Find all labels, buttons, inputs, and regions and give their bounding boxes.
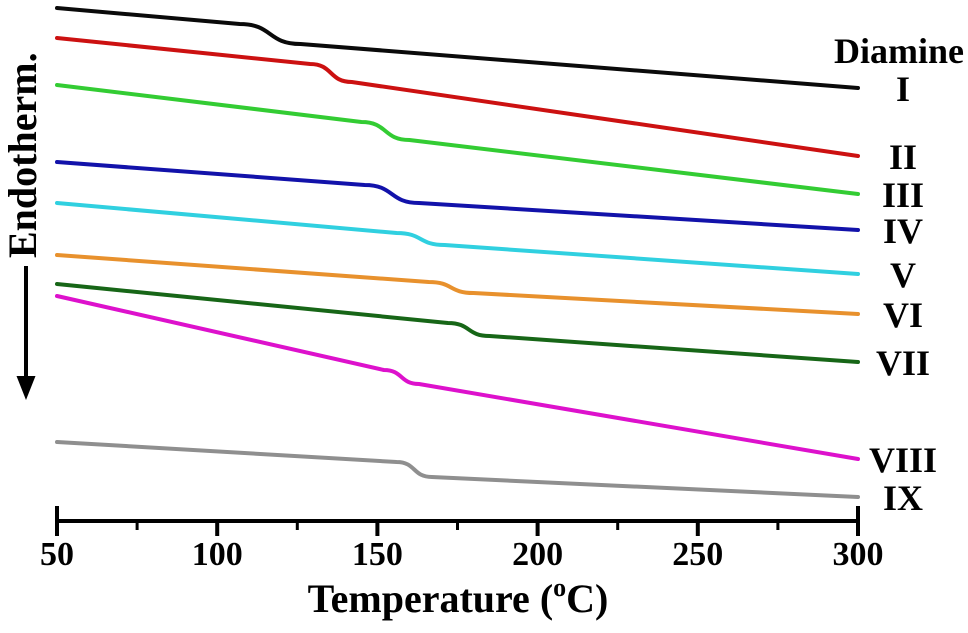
series-label-VI: VI: [883, 295, 923, 335]
series-label-IV: IV: [883, 211, 923, 251]
curve-IX: [55, 440, 860, 499]
x-axis: 50 100 150 200 250 300: [40, 506, 884, 573]
curve-II: [55, 36, 860, 158]
series-label-VIII: VIII: [869, 440, 937, 480]
x-axis-tick-label-50: 50: [40, 536, 74, 573]
series-label-III: III: [882, 175, 924, 215]
curves-group: [55, 6, 860, 499]
series-label-VII: VII: [876, 343, 930, 383]
curve-I: [55, 6, 860, 90]
x-axis-tick-label-250: 250: [672, 536, 723, 573]
series-label-V: V: [890, 255, 916, 295]
x-axis-line: [55, 506, 860, 523]
series-label-I: I: [896, 69, 910, 109]
x-axis-tick-label-150: 150: [352, 536, 403, 573]
x-axis-label: Temperature (oC): [308, 573, 609, 621]
curve-VIII: [55, 294, 860, 461]
curve-IV: [55, 160, 860, 232]
series-label-IX: IX: [883, 478, 923, 518]
y-axis-label: Endotherm.: [0, 52, 45, 258]
x-axis-tick-label-300: 300: [833, 536, 884, 573]
curve-III: [55, 83, 860, 196]
x-axis-tick-label-100: 100: [192, 536, 243, 573]
x-axis-tick-label-200: 200: [512, 536, 563, 573]
curve-V: [55, 201, 860, 276]
legend-title: Diamine: [834, 31, 964, 71]
curve-VI: [55, 253, 860, 316]
curve-VII: [55, 282, 860, 364]
endotherm-direction-arrow: [16, 266, 36, 400]
series-label-II: II: [889, 137, 917, 177]
